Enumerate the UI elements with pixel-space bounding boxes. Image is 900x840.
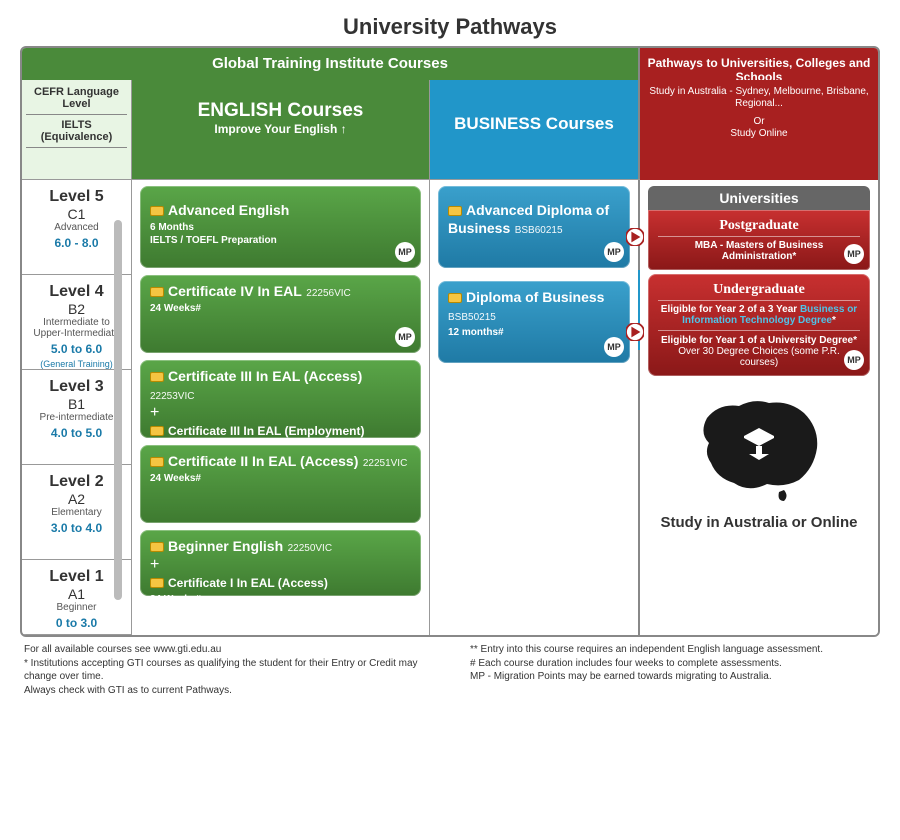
certificate-icon: [150, 542, 164, 552]
english-course-card: Beginner English 22250VIC+Certificate I …: [140, 530, 421, 596]
australia-map-icon: [689, 388, 829, 508]
english-course-card: Advanced English6 MonthsIELTS / TOEFL Pr…: [140, 186, 421, 268]
mp-badge: MP: [604, 242, 624, 262]
universities-header: Universities: [648, 186, 870, 210]
arrow-right-icon: [626, 323, 644, 341]
business-course-card: Diploma of Business BSB5021512 months#MP: [438, 281, 630, 363]
english-course-card: Certificate IV In EAL 22256VIC24 Weeks#M…: [140, 275, 421, 353]
australia-box: Study in Australia or Online: [648, 388, 870, 531]
certificate-icon: [150, 457, 164, 467]
undergraduate-card: Undergraduate Eligible for Year 2 of a 3…: [648, 274, 870, 376]
header-pathways-sub: Study in Australia - Sydney, Melbourne, …: [640, 80, 878, 180]
footer-notes: For all available courses see www.gti.ed…: [20, 637, 880, 703]
certificate-icon: [150, 372, 164, 382]
page-title: University Pathways: [20, 14, 880, 40]
header-gti: Global Training Institute Courses: [22, 48, 640, 80]
english-column: Advanced English6 MonthsIELTS / TOEFL Pr…: [132, 180, 430, 635]
business-course-card: Advanced Diploma of Business BSB60215MP: [438, 186, 630, 268]
english-header: ENGLISH Courses Improve Your English ↑: [132, 80, 430, 179]
certificate-icon: [448, 293, 462, 303]
postgraduate-card: Postgraduate MBA - Masters of Business A…: [648, 210, 870, 270]
header-pathways: Pathways to Universities, Colleges and S…: [640, 48, 878, 80]
english-course-card: Certificate III In EAL (Access) 22253VIC…: [140, 360, 421, 438]
pathway-frame: Global Training Institute Courses Pathwa…: [20, 46, 880, 637]
mp-badge: MP: [844, 350, 864, 370]
english-course-card: Certificate II In EAL (Access) 22251VIC2…: [140, 445, 421, 523]
certificate-icon: [150, 206, 164, 216]
certificate-icon: [150, 287, 164, 297]
arrow-right-icon: [626, 228, 644, 246]
mp-badge: MP: [604, 337, 624, 357]
certificate-icon: [448, 206, 462, 216]
cefr-header: CEFR Language Level IELTS (Equivalence): [22, 80, 132, 179]
university-column: Universities Postgraduate MBA - Masters …: [640, 180, 878, 635]
mp-badge: MP: [844, 244, 864, 264]
business-column: Advanced Diploma of Business BSB60215MP D…: [430, 180, 640, 635]
mp-badge: MP: [395, 242, 415, 262]
mp-badge: MP: [395, 327, 415, 347]
business-header: BUSINESS Courses: [430, 80, 640, 179]
